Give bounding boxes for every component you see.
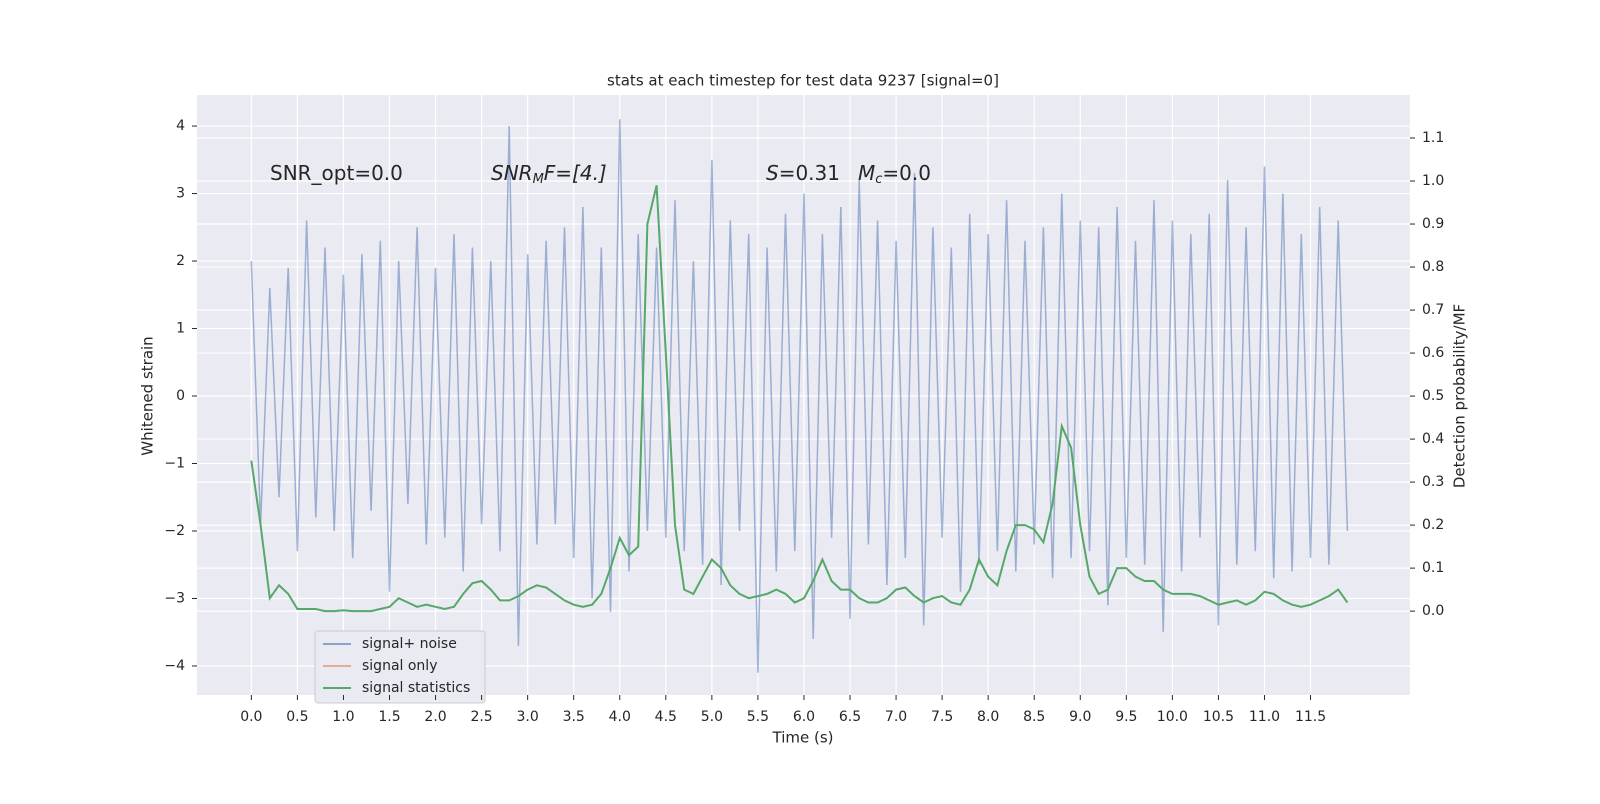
y-tick-label: 4 — [176, 118, 185, 134]
x-tick-label: 8.5 — [1023, 709, 1045, 725]
annotation: SNR_opt=0.0 — [270, 161, 403, 185]
y2-tick-label: 0.0 — [1422, 603, 1444, 619]
marks — [250, 119, 1349, 673]
annotation: Mc=0.0 — [858, 161, 931, 187]
annotation-text: S — [766, 161, 779, 185]
y2-tick-label: 1.1 — [1422, 130, 1444, 146]
y-tick-label: 0 — [176, 388, 185, 404]
y2-axis-label: Detection probability/MF — [1451, 304, 1469, 488]
x-tick-label: 2.5 — [470, 709, 492, 725]
series-line — [250, 185, 1349, 613]
y-tick-label: 2 — [176, 253, 185, 269]
x-tick-label: 4.5 — [655, 709, 677, 725]
y-tick-label: −2 — [164, 523, 185, 539]
y2-tick-label: 0.3 — [1422, 474, 1444, 490]
annotation-text: SNR_opt=0.0 — [270, 161, 403, 185]
legend-box — [314, 630, 486, 704]
x-tick-label: 2.0 — [424, 709, 446, 725]
x-tick-label: 3.0 — [517, 709, 539, 725]
y2-tick-label: 0.5 — [1422, 388, 1444, 404]
x-tick-label: 8.0 — [977, 709, 999, 725]
x-tick-label: 5.5 — [747, 709, 769, 725]
y-tick-label: −3 — [164, 590, 185, 606]
x-axis-label: Time (s) — [772, 729, 834, 747]
annotation-text: c — [875, 172, 882, 187]
x-tick-label: 4.0 — [609, 709, 631, 725]
y2-tick-label: 0.1 — [1422, 560, 1444, 576]
annotation-text: SNR — [491, 161, 533, 185]
y2-tick-label: 0.9 — [1422, 216, 1444, 232]
y-tick-label: 3 — [176, 186, 185, 202]
x-tick-label: 10.5 — [1203, 709, 1234, 725]
x-tick-label: 0.0 — [240, 709, 262, 725]
y2-tick-label: 0.4 — [1422, 431, 1444, 447]
legend-label: signal+ noise — [362, 636, 457, 652]
y2-tick-label: 0.7 — [1422, 302, 1444, 318]
x-tick-label: 9.5 — [1115, 709, 1137, 725]
x-tick-label: 0.5 — [286, 709, 308, 725]
chart-title: stats at each timestep for test data 923… — [607, 72, 999, 90]
y2-tick-label: 0.2 — [1422, 517, 1444, 533]
x-tick-label: 6.5 — [839, 709, 861, 725]
x-tick-label: 1.5 — [378, 709, 400, 725]
y2-tick-label: 0.8 — [1422, 259, 1444, 275]
annotation-text: M — [533, 172, 544, 187]
legend-label: signal only — [362, 658, 437, 674]
x-tick-label: 11.5 — [1295, 709, 1326, 725]
x-tick-label: 11.0 — [1249, 709, 1280, 725]
x-tick-label: 10.0 — [1157, 709, 1188, 725]
annotation: S=0.31 — [766, 161, 840, 185]
y-tick-label: −1 — [164, 456, 185, 472]
x-tick-label: 7.0 — [885, 709, 907, 725]
legend: signal+ noise signal only signal statistic… — [314, 630, 486, 704]
legend-label: signal statistics — [362, 680, 470, 696]
y-axis-label: Whitened strain — [139, 336, 157, 455]
annotation-text: =0.0 — [882, 161, 931, 185]
y2-tick-label: 0.6 — [1422, 345, 1444, 361]
annotation-text: =0.31 — [779, 161, 840, 185]
series-line — [250, 119, 1349, 673]
x-tick-label: 1.0 — [332, 709, 354, 725]
annotation-text: F=[4.] — [544, 161, 607, 185]
x-tick-label: 9.0 — [1069, 709, 1091, 725]
x-tick-label: 7.5 — [931, 709, 953, 725]
y-tick-label: −4 — [164, 658, 185, 674]
x-tick-label: 5.0 — [701, 709, 723, 725]
x-tick-label: 3.5 — [563, 709, 585, 725]
x-tick-label: 6.0 — [793, 709, 815, 725]
y2-tick-label: 1.0 — [1422, 173, 1444, 189]
y-tick-label: 1 — [176, 321, 185, 337]
annotation-text: M — [858, 161, 875, 185]
annotation: SNRMF=[4.] — [491, 161, 607, 187]
